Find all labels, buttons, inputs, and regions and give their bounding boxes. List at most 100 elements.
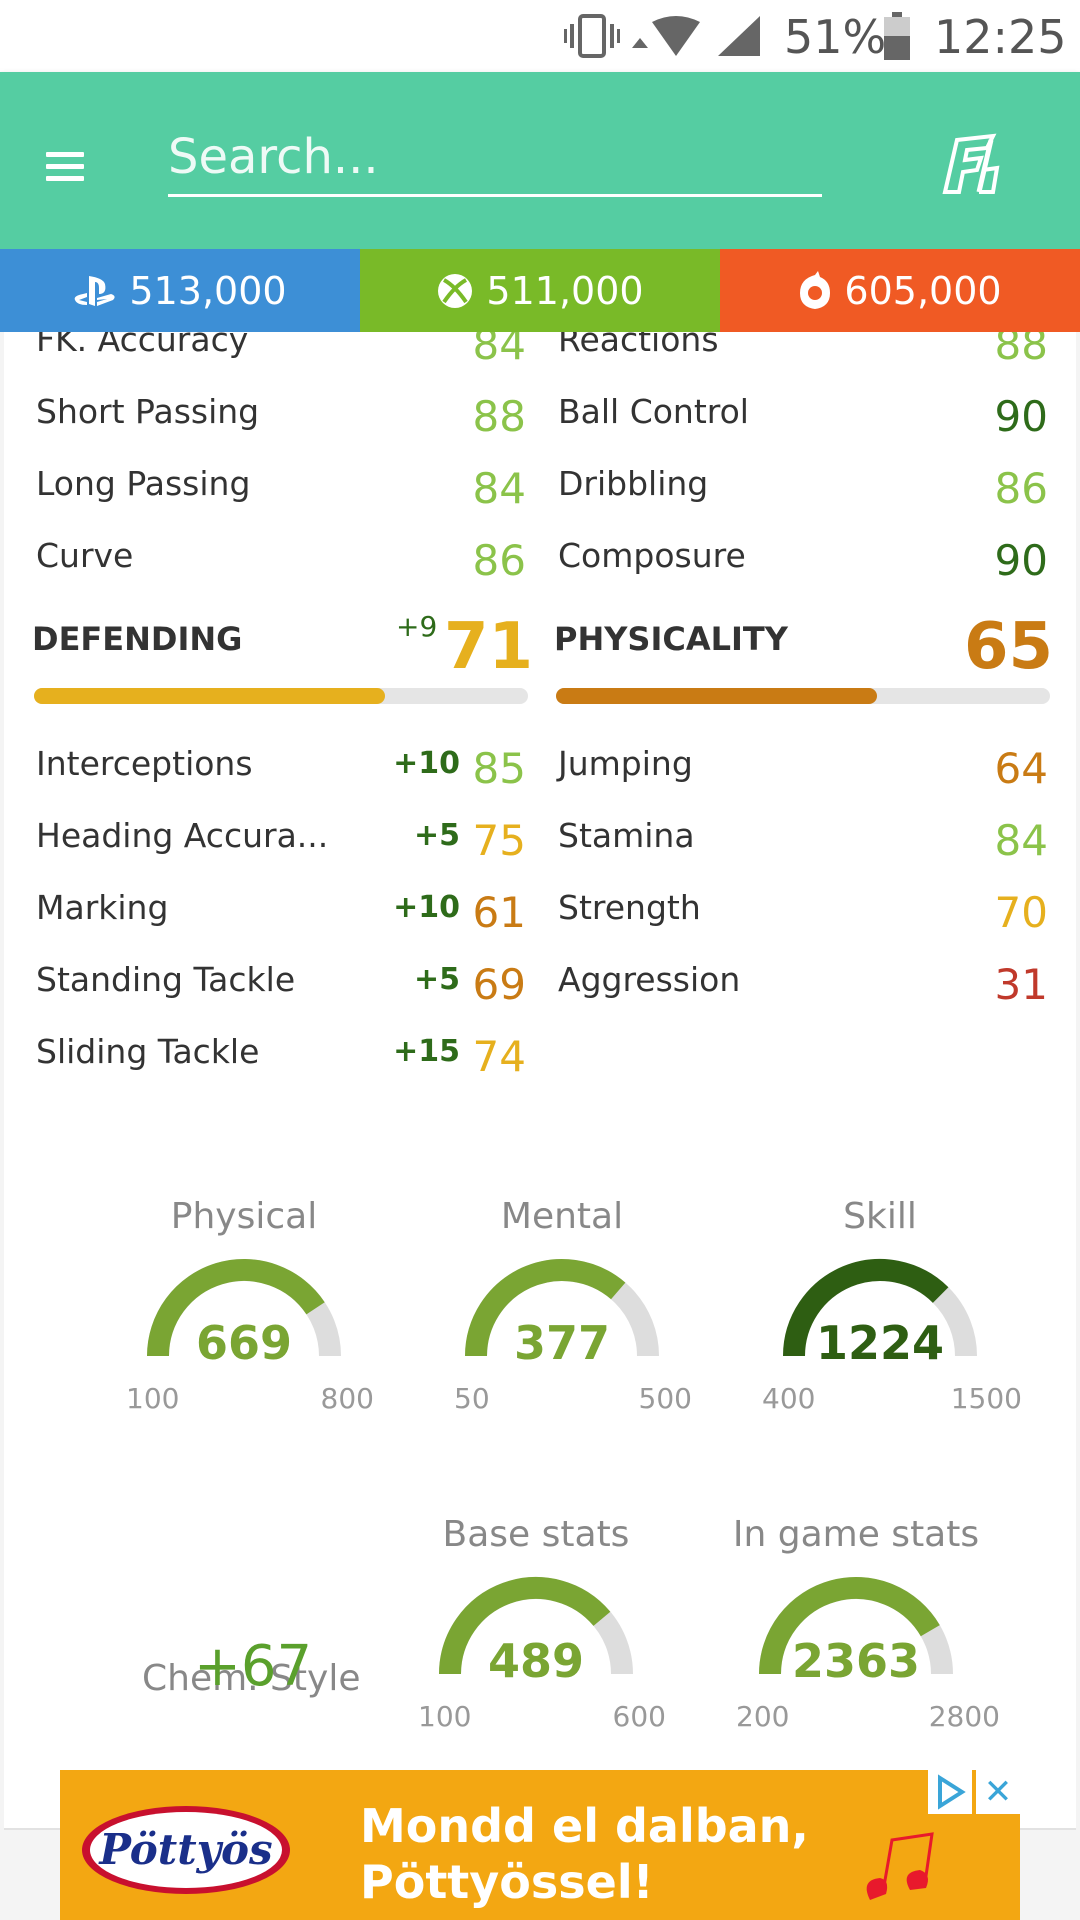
chem-style-boost: +67 bbox=[194, 1634, 313, 1699]
stat-boost: +10 bbox=[393, 746, 460, 781]
stat-value: 31 bbox=[994, 960, 1048, 1009]
defending-title: DEFENDING bbox=[32, 620, 243, 658]
price-xbox-value: 511,000 bbox=[486, 268, 644, 313]
gauge-min: 50 bbox=[454, 1382, 490, 1415]
futbin-logo[interactable] bbox=[935, 130, 1005, 200]
search-input[interactable] bbox=[168, 120, 822, 197]
price-playstation[interactable]: 513,000 bbox=[0, 249, 360, 332]
gauge-fill bbox=[783, 1259, 949, 1357]
gauge-title: In game stats bbox=[732, 1514, 980, 1555]
gauge-max: 1500 bbox=[950, 1382, 1022, 1415]
player-stats-card: FK. Accuracy 84 Short Passing 88 Long Pa… bbox=[4, 332, 1076, 1830]
status-bar: 51% 12:25 bbox=[0, 0, 1080, 72]
gauge-arc bbox=[465, 1259, 659, 1357]
gauge-max: 2800 bbox=[928, 1700, 1000, 1733]
stat-label: Aggression bbox=[558, 960, 741, 999]
stat-label: Reactions bbox=[558, 332, 719, 359]
pottyos-logo: Pöttyös bbox=[82, 1806, 290, 1894]
gauge-title: Mental bbox=[500, 1196, 624, 1237]
stat-value: 75 bbox=[472, 816, 526, 865]
gauge-max: 800 bbox=[320, 1382, 374, 1415]
stat-value: 86 bbox=[472, 536, 526, 585]
gauge-fill bbox=[439, 1577, 611, 1675]
gauge-arc bbox=[783, 1259, 977, 1357]
stat-value: 90 bbox=[994, 392, 1048, 441]
gauge-value: 2363 bbox=[791, 1634, 921, 1688]
gauge-min: 100 bbox=[126, 1382, 180, 1415]
gauge-in-game-stats: In game stats 2363 200 2800 bbox=[726, 1514, 1000, 1754]
music-notes-icon bbox=[866, 1832, 934, 1900]
gauge-title: Base stats bbox=[442, 1514, 630, 1555]
xbox-icon bbox=[436, 272, 474, 310]
gauge-arc bbox=[759, 1577, 953, 1675]
price-pc[interactable]: 605,000 bbox=[720, 249, 1080, 332]
stat-label: Ball Control bbox=[558, 392, 749, 431]
defending-boost: +9 bbox=[396, 610, 438, 643]
stat-value: 61 bbox=[472, 888, 526, 937]
svg-text:Pöttyös: Pöttyös bbox=[98, 1825, 272, 1874]
stat-label: Stamina bbox=[558, 816, 695, 855]
stat-value: 88 bbox=[472, 392, 526, 441]
gauge-max: 600 bbox=[612, 1700, 666, 1733]
gauge-title: Physical bbox=[170, 1196, 318, 1237]
gauge-fill bbox=[465, 1259, 626, 1357]
gauge-fill bbox=[759, 1577, 940, 1675]
defending-score: 71 bbox=[444, 610, 534, 684]
stat-label: Strength bbox=[558, 888, 701, 927]
stat-value: 74 bbox=[472, 1032, 526, 1081]
defending-bar bbox=[34, 688, 528, 704]
gauge-value: 1224 bbox=[815, 1316, 945, 1370]
gauge-max: 500 bbox=[638, 1382, 692, 1415]
physicality-bar bbox=[556, 688, 1050, 704]
gauge-fill bbox=[147, 1259, 325, 1357]
gauge-mental: Mental 377 50 500 bbox=[432, 1196, 692, 1436]
stat-label: Standing Tackle bbox=[36, 960, 296, 999]
stat-boost: +5 bbox=[413, 962, 460, 997]
ad-choices-icon[interactable] bbox=[928, 1770, 972, 1814]
defending-bar-fill bbox=[34, 688, 385, 704]
origin-icon bbox=[798, 270, 832, 311]
price-pc-value: 605,000 bbox=[844, 268, 1002, 313]
price-playstation-value: 513,000 bbox=[129, 268, 287, 313]
gauge-base-stats: Base stats 489 100 600 bbox=[406, 1514, 666, 1754]
gauge-physical: Physical 669 100 800 bbox=[114, 1196, 374, 1436]
ad-line-2: Pöttyössel! bbox=[360, 1855, 654, 1909]
chem-style-label: Chem. Style bbox=[142, 1658, 361, 1699]
battery-percentage: 51% bbox=[784, 10, 887, 64]
stat-value: 90 bbox=[994, 536, 1048, 585]
stat-label: Marking bbox=[36, 888, 169, 927]
physicality-title: PHYSICALITY bbox=[554, 620, 788, 658]
stat-value: 64 bbox=[994, 744, 1048, 793]
stat-value: 88 bbox=[994, 332, 1048, 369]
stat-label: Sliding Tackle bbox=[36, 1032, 260, 1071]
price-xbox[interactable]: 511,000 bbox=[360, 249, 720, 332]
signal-icon bbox=[718, 16, 760, 56]
ad-text: Mondd el dalban, Pöttyössel! bbox=[360, 1798, 809, 1910]
ad-banner[interactable]: Pöttyös Mondd el dalban, Pöttyössel! ✕ bbox=[60, 1770, 1020, 1920]
physicality-score: 65 bbox=[964, 610, 1054, 684]
ad-close-button[interactable]: ✕ bbox=[976, 1770, 1020, 1814]
stat-value: 85 bbox=[472, 744, 526, 793]
stat-value: 84 bbox=[472, 464, 526, 513]
playstation-icon bbox=[73, 274, 117, 308]
stat-label: Composure bbox=[558, 536, 746, 575]
stat-label: FK. Accuracy bbox=[36, 332, 249, 359]
gauge-arc bbox=[147, 1259, 341, 1357]
stat-value: 84 bbox=[994, 816, 1048, 865]
stat-value: 69 bbox=[472, 960, 526, 1009]
clock: 12:25 bbox=[934, 10, 1067, 64]
physicality-bar-fill bbox=[556, 688, 878, 704]
gauge-min: 100 bbox=[418, 1700, 472, 1733]
stat-label: Heading Accura... bbox=[36, 816, 329, 855]
battery-icon bbox=[884, 12, 910, 60]
wifi-icon bbox=[632, 16, 700, 56]
stat-boost: +10 bbox=[393, 890, 460, 925]
hamburger-menu-icon[interactable] bbox=[46, 152, 86, 182]
stat-boost: +5 bbox=[413, 818, 460, 853]
gauge-arc bbox=[439, 1577, 633, 1675]
stat-label: Long Passing bbox=[36, 464, 251, 503]
stat-label: Interceptions bbox=[36, 744, 253, 783]
stat-value: 84 bbox=[472, 332, 526, 369]
stat-value: 86 bbox=[994, 464, 1048, 513]
stat-value: 70 bbox=[994, 888, 1048, 937]
